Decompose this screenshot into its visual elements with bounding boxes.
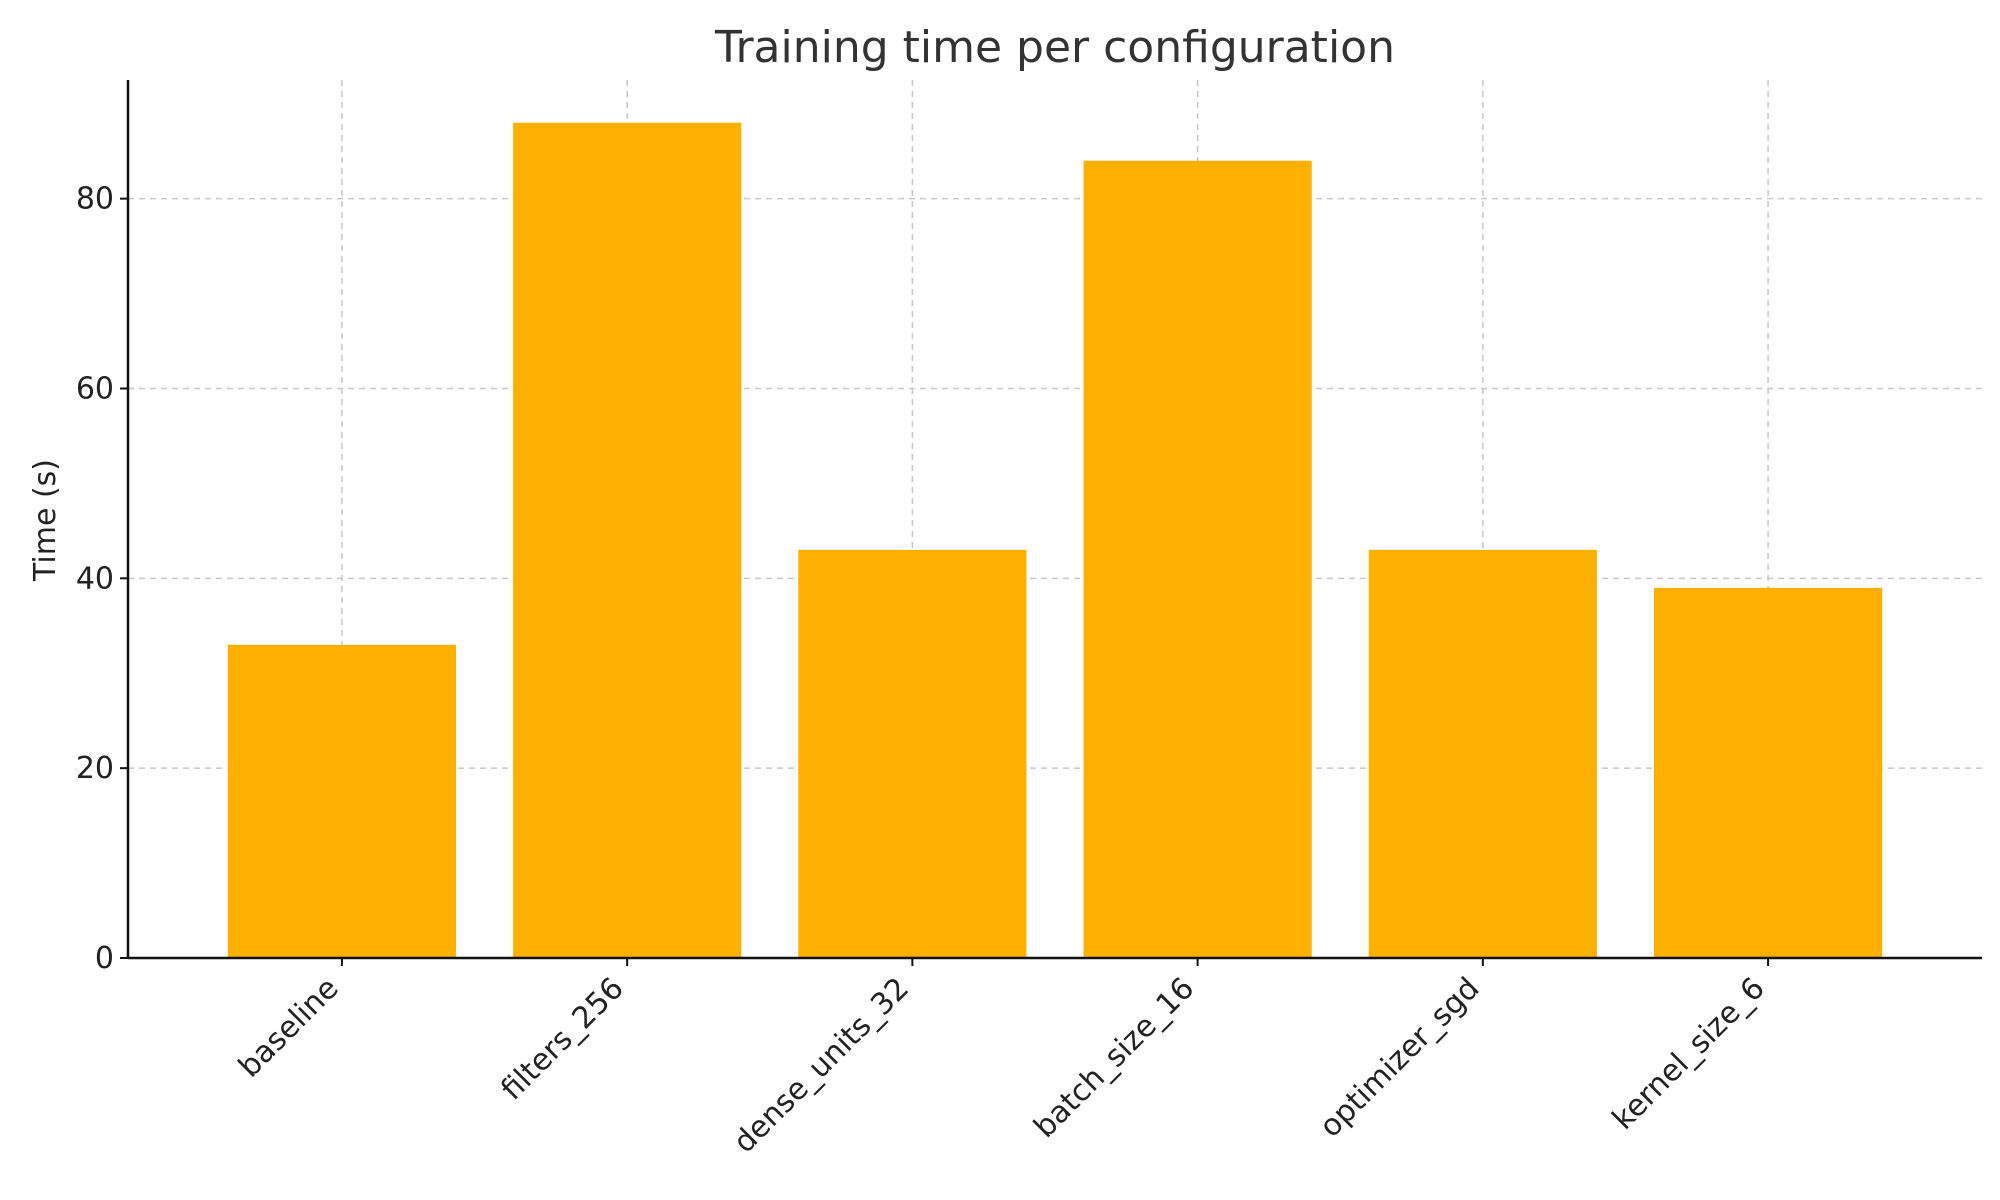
x-ticks: baseline filters_256 dense_units_32 batch_s… bbox=[232, 958, 1772, 1160]
bar-batch_size_16 bbox=[1083, 160, 1312, 958]
bar-baseline bbox=[227, 644, 457, 958]
y-axis-label: Time (s) bbox=[28, 459, 63, 582]
y-tick-label: 80 bbox=[76, 182, 114, 217]
y-tick-label: 60 bbox=[76, 371, 114, 406]
axes bbox=[126, 80, 1982, 960]
x-tick-label: baseline bbox=[232, 971, 346, 1085]
y-tick-label: 40 bbox=[76, 561, 114, 596]
y-ticks: 0 20 40 60 80 bbox=[76, 182, 128, 976]
y-tick-label: 20 bbox=[76, 751, 114, 786]
bar-filters_256 bbox=[513, 122, 742, 959]
x-tick-label: optimizer_sgd bbox=[1313, 971, 1486, 1144]
y-tick-label: 0 bbox=[95, 941, 114, 976]
bar-optimizer_sgd bbox=[1368, 549, 1597, 958]
x-tick-label: filters_256 bbox=[495, 971, 631, 1107]
bars bbox=[227, 122, 1883, 959]
x-tick-label: kernel_size_6 bbox=[1606, 971, 1772, 1137]
bar-kernel_size_6 bbox=[1653, 587, 1883, 958]
x-tick-label: batch_size_16 bbox=[1027, 971, 1201, 1145]
x-tick-label: dense_units_32 bbox=[727, 971, 916, 1160]
bar-dense_units_32 bbox=[798, 549, 1027, 958]
chart-title: Training time per configuration bbox=[714, 22, 1395, 73]
